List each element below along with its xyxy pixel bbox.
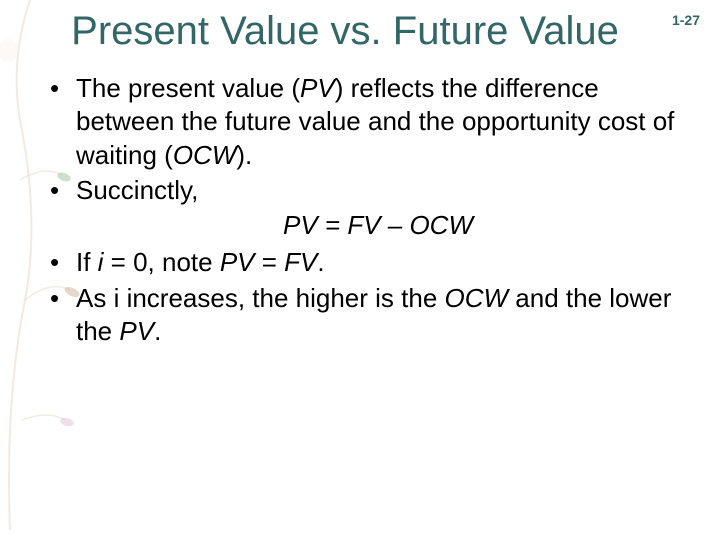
bullet-4: As i increases, the higher is the OCW an… — [40, 282, 680, 349]
bullet-2: Succinctly, PV = FV – OCW — [40, 174, 680, 245]
slide-number: 1-27 — [672, 12, 700, 28]
equation: PV = FV – OCW — [76, 207, 680, 244]
slide-title: Present Value vs. Future Value — [0, 0, 720, 54]
slide-body: The present value (PV) reflects the diff… — [0, 54, 720, 348]
bullet-3: If i = 0, note PV = FV. — [40, 246, 680, 279]
bullet-1: The present value (PV) reflects the diff… — [40, 72, 680, 172]
